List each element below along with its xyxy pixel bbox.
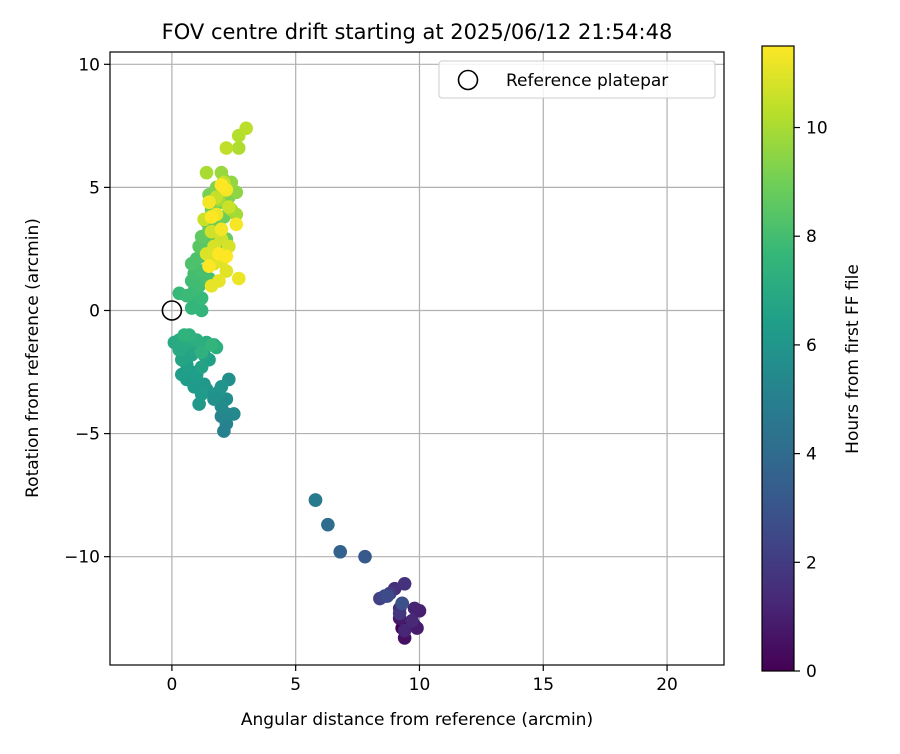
data-point — [219, 264, 234, 278]
y-axis-ticks: 10 5 0 −5 −10 — [64, 55, 110, 568]
data-point — [405, 613, 419, 628]
data-point — [214, 380, 229, 394]
data-point — [231, 141, 246, 155]
data-point — [229, 217, 244, 232]
colorbar-frame — [761, 45, 795, 672]
colorbar: 0 2 4 6 8 10 Hours from first FF file — [761, 45, 863, 682]
colorbar-ticks: 0 2 4 6 8 10 — [794, 119, 828, 682]
y-tick-label: −10 — [64, 548, 100, 568]
data-point — [202, 195, 216, 209]
data-point — [321, 517, 335, 532]
legend-entry-reference: Reference platepar — [506, 71, 668, 91]
data-point — [395, 596, 409, 611]
data-point — [219, 249, 234, 264]
legend-marker-icon — [457, 69, 479, 91]
x-axis-ticks: 0 5 10 15 20 — [166, 665, 678, 695]
data-point — [308, 493, 323, 507]
data-point — [231, 271, 246, 286]
data-point — [177, 328, 192, 342]
x-tick-label: 15 — [532, 675, 554, 695]
data-point — [226, 407, 241, 421]
data-point — [204, 210, 219, 224]
y-axis-label: Rotation from reference (arcmin) — [23, 218, 43, 498]
data-point — [333, 544, 348, 559]
plot-frame — [109, 51, 725, 666]
data-point — [194, 360, 209, 374]
data-point — [199, 247, 214, 261]
data-point — [194, 387, 209, 401]
data-point — [202, 259, 216, 273]
data-point — [214, 178, 229, 192]
x-tick-label: 10 — [409, 675, 431, 695]
legend: Reference platepar — [438, 60, 716, 99]
data-point — [222, 200, 236, 214]
x-tick-label: 20 — [656, 675, 678, 695]
data-point — [199, 165, 214, 180]
data-point — [194, 345, 209, 360]
data-points — [167, 121, 427, 645]
data-point — [380, 589, 395, 603]
colorbar-tick-label: 4 — [806, 445, 817, 465]
y-tick-label: 0 — [89, 301, 100, 321]
data-point — [397, 623, 412, 638]
data-point — [219, 141, 234, 155]
data-point — [358, 549, 372, 564]
legend-box — [438, 60, 716, 99]
x-axis-label: Angular distance from reference (arcmin) — [241, 710, 593, 730]
colorbar-tick-label: 10 — [806, 119, 828, 139]
chart-title: FOV centre drift starting at 2025/06/12 … — [162, 20, 673, 44]
data-point — [204, 338, 219, 352]
reference-platepar-marker — [161, 300, 183, 321]
colorbar-tick-label: 0 — [806, 662, 817, 682]
data-point — [407, 601, 422, 616]
colorbar-label: Hours from first FF file — [843, 264, 863, 454]
colorbar-tick-label: 6 — [806, 336, 817, 356]
y-tick-label: −5 — [75, 425, 100, 445]
x-tick-label: 5 — [290, 675, 301, 695]
data-point — [212, 274, 226, 288]
x-tick-label: 0 — [166, 675, 177, 695]
colorbar-tick-label: 2 — [806, 553, 817, 573]
data-point — [239, 121, 253, 136]
data-point — [397, 576, 412, 591]
colorbar-tick-label: 8 — [806, 227, 817, 247]
data-point — [214, 222, 229, 237]
colorbar-gradient — [762, 46, 794, 671]
y-tick-label: 10 — [78, 55, 100, 75]
y-tick-label: 5 — [89, 178, 100, 198]
